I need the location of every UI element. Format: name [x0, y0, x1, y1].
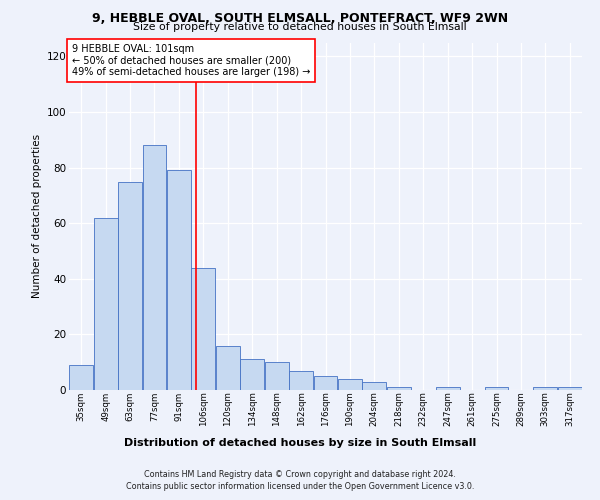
Bar [362, 382, 386, 390]
Bar [387, 387, 411, 390]
Bar [216, 346, 240, 390]
Text: 9, HEBBLE OVAL, SOUTH ELMSALL, PONTEFRACT, WF9 2WN: 9, HEBBLE OVAL, SOUTH ELMSALL, PONTEFRAC… [92, 12, 508, 26]
Bar [69, 365, 93, 390]
Bar [314, 376, 337, 390]
Bar [289, 370, 313, 390]
Bar [338, 379, 362, 390]
Bar [94, 218, 118, 390]
Bar [436, 387, 460, 390]
Bar [118, 182, 142, 390]
Bar [191, 268, 215, 390]
Bar [143, 146, 166, 390]
Text: 9 HEBBLE OVAL: 101sqm
← 50% of detached houses are smaller (200)
49% of semi-det: 9 HEBBLE OVAL: 101sqm ← 50% of detached … [71, 44, 310, 78]
Text: Distribution of detached houses by size in South Elmsall: Distribution of detached houses by size … [124, 438, 476, 448]
Text: Size of property relative to detached houses in South Elmsall: Size of property relative to detached ho… [133, 22, 467, 32]
Y-axis label: Number of detached properties: Number of detached properties [32, 134, 43, 298]
Bar [485, 387, 508, 390]
Bar [558, 387, 582, 390]
Text: Contains public sector information licensed under the Open Government Licence v3: Contains public sector information licen… [126, 482, 474, 491]
Bar [240, 360, 264, 390]
Bar [265, 362, 289, 390]
Bar [533, 387, 557, 390]
Bar [167, 170, 191, 390]
Text: Contains HM Land Registry data © Crown copyright and database right 2024.: Contains HM Land Registry data © Crown c… [144, 470, 456, 479]
